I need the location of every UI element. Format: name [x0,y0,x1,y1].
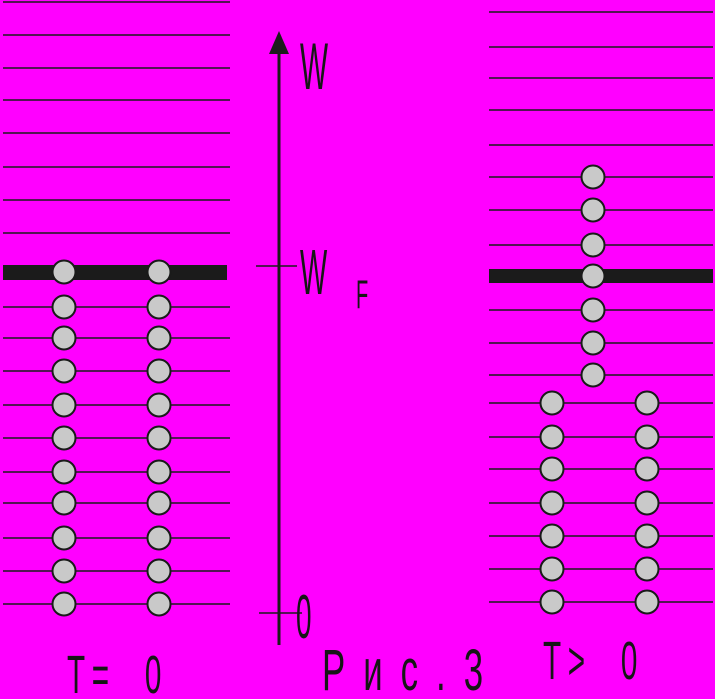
electron-dot [539,424,565,450]
electron-dot [51,425,77,451]
electron-dot [146,591,172,617]
electron-dot [580,330,606,356]
electron-dot [146,325,172,351]
axis-label-wf-sub: F [356,273,369,317]
electron-dot [51,325,77,351]
electron-dot [51,558,77,584]
electron-dot [539,456,565,482]
electron-dot [146,425,172,451]
electron-dot [634,523,660,549]
axis-label-w: W [300,29,329,103]
axis-label-wf: W [300,236,328,308]
electron-dot [146,525,172,551]
electron-dot [580,164,606,190]
electron-dot [580,297,606,323]
left-panel-label: T= 0 [67,645,168,699]
electron-dot [634,556,660,582]
electron-dot [539,556,565,582]
electron-dot [51,490,77,516]
electron-dot [146,294,172,320]
electron-dot [634,424,660,450]
electron-dot [51,294,77,320]
electron-dot [539,589,565,615]
electron-dot [580,197,606,223]
electron-dot [146,558,172,584]
electron-dot [539,523,565,549]
electron-dot [51,459,77,485]
electron-dot [146,459,172,485]
electron-dot [146,259,172,285]
figure-caption: Рис.3 [322,638,502,699]
electron-dot [539,390,565,416]
electron-dot [580,232,606,258]
electron-dot [146,490,172,516]
fermi-level-band [3,265,227,280]
electron-dot [146,392,172,418]
right-panel-label: T> 0 [543,631,644,691]
electron-dot [634,589,660,615]
electron-dot [146,358,172,384]
electron-dot [51,525,77,551]
electron-dot [634,456,660,482]
electron-dot [634,390,660,416]
electron-dot [539,490,565,516]
electron-dot [51,392,77,418]
axis-arrowhead [269,31,289,54]
axis-label-zero: 0 [296,583,312,652]
electron-dot [634,490,660,516]
electron-dot [580,263,606,289]
electron-dot [580,362,606,388]
electron-dot [51,358,77,384]
electron-dot [51,259,77,285]
electron-dot [51,591,77,617]
